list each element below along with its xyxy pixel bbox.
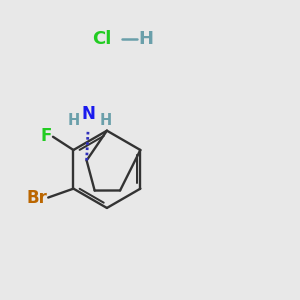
Text: F: F: [40, 127, 52, 145]
Text: H: H: [100, 113, 112, 128]
Text: H: H: [68, 113, 80, 128]
Text: Br: Br: [26, 188, 47, 206]
Text: H: H: [138, 29, 153, 47]
Text: Cl: Cl: [92, 29, 111, 47]
Text: N: N: [82, 105, 96, 123]
